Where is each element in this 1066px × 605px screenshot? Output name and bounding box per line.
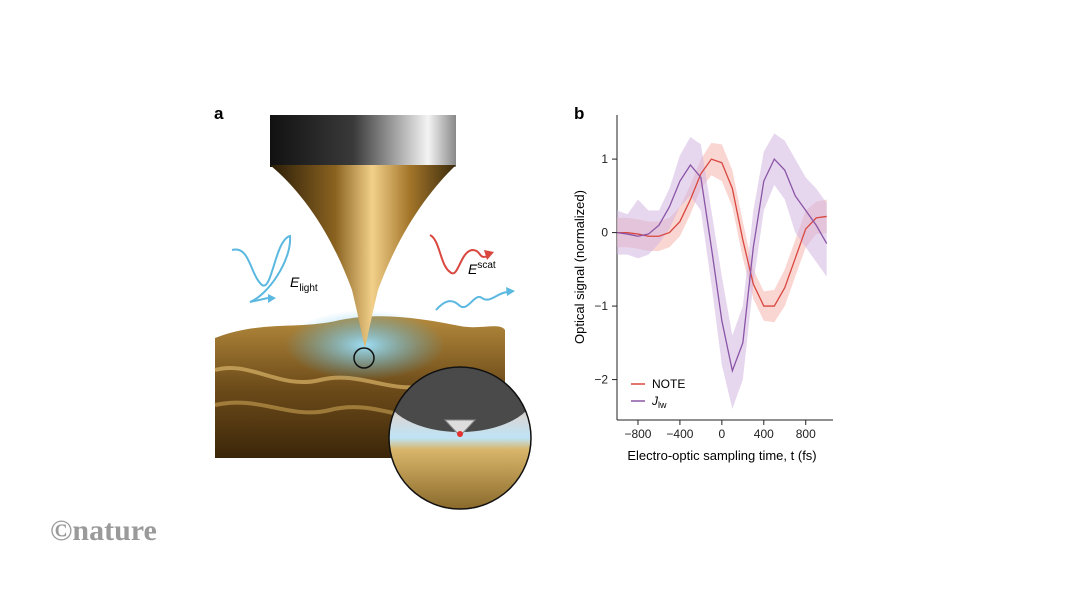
y-tick-label: −1 bbox=[594, 299, 608, 313]
scattered-wave bbox=[429, 234, 489, 275]
logo: ©nature bbox=[50, 514, 157, 547]
y-tick-label: 1 bbox=[601, 152, 608, 166]
y-tick-label: −2 bbox=[594, 373, 608, 387]
x-axis-label: Electro-optic sampling time, t (fs) bbox=[627, 448, 816, 463]
scattered-label: Escat bbox=[468, 260, 496, 277]
lines bbox=[616, 157, 828, 374]
inset-border bbox=[388, 366, 532, 510]
legend-label: NOTE bbox=[652, 377, 685, 391]
confidence-band bbox=[617, 133, 827, 409]
tip-holder bbox=[270, 115, 456, 167]
series-line bbox=[616, 157, 828, 374]
x-tick-label: −800 bbox=[624, 427, 651, 441]
legend-name: NOTE bbox=[652, 377, 685, 391]
legend-name: J bbox=[651, 394, 659, 408]
series-line bbox=[617, 158, 827, 307]
focus-circle bbox=[353, 347, 375, 369]
incident-wave bbox=[231, 234, 292, 303]
bands bbox=[617, 133, 827, 409]
x-tick-label: 0 bbox=[719, 427, 726, 441]
arrow-head bbox=[268, 294, 276, 303]
panel-b: b Electro-optic sampling time, t (fs) Op… bbox=[572, 104, 833, 463]
terrain-ridge bbox=[214, 366, 431, 390]
panel-a: a Elight Escat bbox=[214, 104, 532, 510]
incident-label: Elight bbox=[290, 274, 318, 294]
x-tick-label: 800 bbox=[796, 427, 816, 441]
panel-label: b bbox=[574, 104, 584, 123]
scattered-wave bbox=[435, 291, 509, 311]
arrow-head bbox=[506, 287, 515, 296]
legend-subscript: lw bbox=[658, 400, 667, 410]
tip bbox=[270, 165, 456, 348]
panel-label: a bbox=[214, 104, 224, 123]
legend-label: Jlw bbox=[651, 394, 667, 410]
y-axis-label: Optical signal (normalized) bbox=[572, 190, 587, 344]
x-tick-label: 400 bbox=[754, 427, 774, 441]
y-tick-label: 0 bbox=[601, 226, 608, 240]
arrow-head bbox=[484, 250, 494, 260]
incident-arrow bbox=[249, 297, 269, 303]
x-tick-label: −400 bbox=[666, 427, 693, 441]
